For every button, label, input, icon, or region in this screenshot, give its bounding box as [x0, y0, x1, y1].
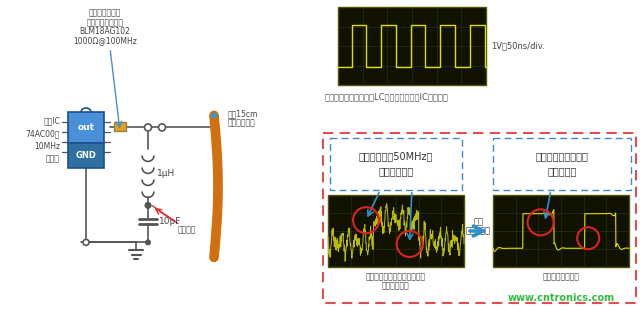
Text: 进行谐振抑制测试: 进行谐振抑制测试: [86, 18, 124, 27]
Bar: [338, 7, 486, 85]
Text: GND: GND: [76, 151, 97, 160]
Text: www.cntronics.com: www.cntronics.com: [508, 293, 614, 303]
Text: 连接了铁氧体磁珠: 连接了铁氧体磁珠: [543, 272, 579, 281]
Text: 连接了谐振电路时的电压波形: 连接了谐振电路时的电压波形: [366, 272, 426, 281]
Bar: [330, 138, 462, 190]
Circle shape: [145, 202, 152, 209]
Text: 1V，50ns/div.: 1V，50ns/div.: [491, 42, 545, 51]
Circle shape: [159, 124, 166, 131]
Text: 铁氧体磁珠: 铁氧体磁珠: [466, 226, 491, 235]
Text: 通过连接铁氧体磁珠
抑制了振铃: 通过连接铁氧体磁珠 抑制了振铃: [536, 152, 588, 176]
Text: out: out: [77, 123, 95, 132]
Text: 数字IC
74AC00在
10MHz
处运作: 数字IC 74AC00在 10MHz 处运作: [26, 117, 60, 163]
Circle shape: [83, 239, 89, 246]
Circle shape: [145, 239, 151, 246]
Text: 导线作为天线: 导线作为天线: [228, 118, 256, 127]
Text: 在谐振频率（50MHz）
周期产生振铃: 在谐振频率（50MHz） 周期产生振铃: [359, 152, 433, 176]
Bar: [493, 138, 631, 190]
Bar: [68, 112, 104, 143]
Text: 10pF: 10pF: [159, 217, 181, 226]
Bar: [328, 195, 464, 267]
Text: 无铁氧体磁珠: 无铁氧体磁珠: [382, 281, 410, 290]
Circle shape: [211, 113, 217, 118]
Circle shape: [145, 124, 152, 131]
Text: 1μH: 1μH: [157, 169, 175, 178]
Bar: [68, 143, 104, 168]
Text: 波形测量: 波形测量: [178, 225, 196, 234]
Text: （参照：正常连接、无LC谐振电路的数字IC的波形）: （参照：正常连接、无LC谐振电路的数字IC的波形）: [325, 92, 449, 101]
Text: 1000Ω@100MHz: 1000Ω@100MHz: [73, 36, 137, 45]
Text: 连接: 连接: [474, 217, 483, 226]
Text: BLM18AG102: BLM18AG102: [79, 27, 131, 36]
Text: 连接铁氧体磁珠: 连接铁氧体磁珠: [89, 8, 121, 17]
Text: 连接15cm: 连接15cm: [228, 109, 259, 118]
Bar: [114, 122, 126, 131]
Bar: [493, 195, 629, 267]
Bar: [323, 133, 636, 303]
